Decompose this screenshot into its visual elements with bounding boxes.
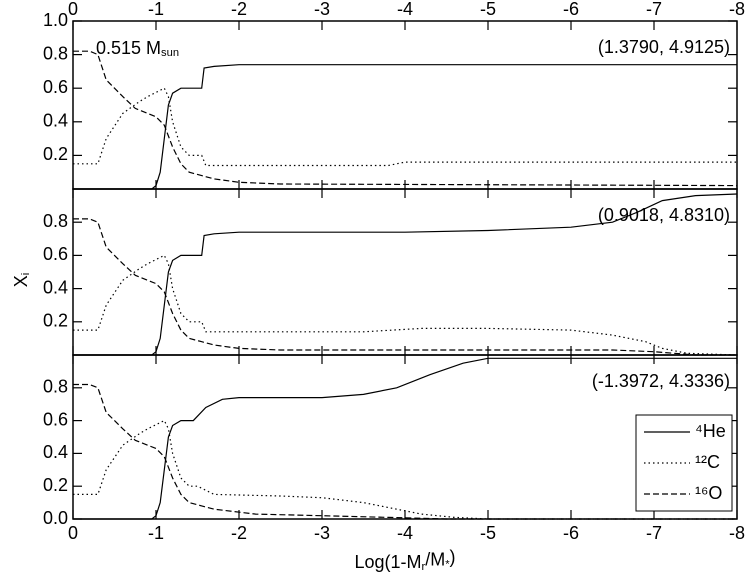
y-axis-label: Xi bbox=[11, 273, 32, 288]
legend-box bbox=[635, 414, 733, 512]
x-axis-label-part: /M bbox=[425, 549, 445, 569]
x-tick-label: -6 bbox=[563, 0, 579, 19]
x-axis-label-part: ) bbox=[450, 547, 456, 567]
x-axis-label: Log(1-Mr/M*) bbox=[354, 547, 455, 573]
x-tick-label: -1 bbox=[148, 523, 164, 543]
y-tick-label: 0.0 bbox=[43, 508, 68, 528]
y-tick-label: 0.6 bbox=[43, 409, 68, 429]
line-series bbox=[73, 64, 737, 190]
x-tick-label: -2 bbox=[231, 0, 247, 19]
x-tick-label: -1 bbox=[148, 0, 164, 19]
x-tick-label: -8 bbox=[729, 523, 745, 543]
x-tick-label: -3 bbox=[314, 523, 330, 543]
x-tick-label: 0 bbox=[68, 0, 78, 19]
x-tick-label: -4 bbox=[397, 0, 413, 19]
y-tick-label: 0.4 bbox=[43, 277, 68, 297]
y-tick-label: 0.2 bbox=[43, 475, 68, 495]
panel-note: (0.9018, 4.8310) bbox=[598, 205, 730, 225]
y-axis-label-part: X bbox=[11, 275, 31, 287]
y-tick-label: 0.2 bbox=[43, 311, 68, 331]
x-axis-label-part: Log(1-M bbox=[354, 552, 421, 572]
mass-label-part: sun bbox=[161, 47, 179, 59]
y-tick-label: 0.8 bbox=[43, 377, 68, 397]
mass-label: 0.515 Msun bbox=[96, 38, 179, 59]
x-axis-label-part: r bbox=[421, 561, 425, 573]
y-tick-label: 0.4 bbox=[43, 111, 68, 131]
panel-note: (1.3790, 4.9125) bbox=[598, 37, 730, 57]
y-axis-label-part: i bbox=[20, 273, 32, 275]
x-tick-label: -4 bbox=[397, 523, 413, 543]
x-tick-label: 0 bbox=[68, 523, 78, 543]
y-tick-label: 1.0 bbox=[43, 10, 68, 30]
x-tick-label: -7 bbox=[646, 523, 662, 543]
x-tick-label: -5 bbox=[480, 0, 496, 19]
line-series bbox=[73, 254, 738, 356]
legend-label: ¹²C bbox=[695, 452, 720, 472]
line-series bbox=[73, 87, 737, 167]
y-tick-label: 0.2 bbox=[43, 144, 68, 164]
x-tick-label: -6 bbox=[563, 523, 579, 543]
panel-note: (-1.3972, 4.3336) bbox=[592, 371, 730, 391]
y-tick-label: 0.8 bbox=[43, 43, 68, 63]
legend-label: ⁴He bbox=[695, 421, 726, 441]
y-tick-label: 0.6 bbox=[43, 244, 68, 264]
x-tick-label: -3 bbox=[314, 0, 330, 19]
x-tick-label: -5 bbox=[480, 523, 496, 543]
line-series bbox=[73, 357, 737, 520]
line-series bbox=[73, 50, 738, 187]
legend-label: ¹⁶O bbox=[695, 483, 722, 503]
mass-label-part: 0.515 M bbox=[96, 38, 161, 58]
x-tick-label: -8 bbox=[729, 0, 745, 19]
y-tick-label: 0.4 bbox=[43, 442, 68, 462]
line-series bbox=[73, 383, 737, 520]
x-axis-label-part: * bbox=[445, 558, 450, 570]
line-series bbox=[73, 193, 738, 356]
line-series bbox=[73, 419, 737, 520]
y-tick-label: 0.6 bbox=[43, 77, 68, 97]
x-tick-label: -2 bbox=[231, 523, 247, 543]
y-tick-label: 0.8 bbox=[43, 211, 68, 231]
line-series bbox=[73, 218, 737, 356]
x-tick-label: -7 bbox=[646, 0, 662, 19]
